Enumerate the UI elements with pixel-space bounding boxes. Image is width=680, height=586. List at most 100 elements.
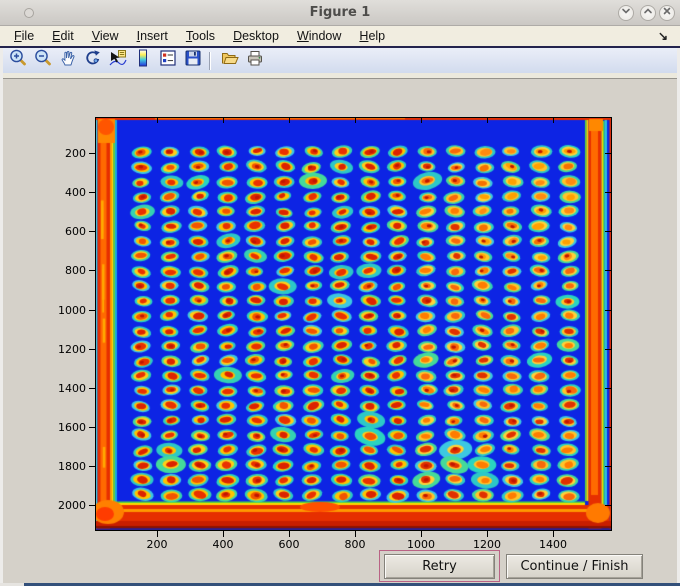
zoom-out-tool[interactable] [30, 48, 55, 73]
titlebar[interactable]: Figure 1 [0, 0, 680, 26]
axis-tick [487, 531, 488, 537]
legend-tool[interactable] [155, 50, 180, 72]
axis-tick [355, 118, 356, 123]
window-border-bottom [0, 583, 680, 586]
y-tick-label: 1400 [58, 382, 86, 395]
print-icon [245, 48, 265, 73]
menu-item-view[interactable]: View [91, 29, 119, 43]
data-cursor-tool[interactable] [105, 50, 130, 72]
axis-tick [605, 427, 611, 428]
x-tick-label: 1000 [407, 538, 435, 551]
continue-finish-button[interactable]: Continue / Finish [506, 554, 643, 579]
minimize-button[interactable] [618, 5, 634, 21]
axis-tick [553, 118, 554, 123]
axis-tick [289, 531, 290, 537]
axis-tick [89, 388, 95, 389]
legend-icon [158, 48, 178, 73]
axis-tick [605, 505, 611, 506]
y-tick-label: 1800 [58, 460, 86, 473]
toolbar-separator [209, 51, 211, 70]
menu-item-file[interactable]: File [14, 29, 35, 43]
axis-tick [223, 118, 224, 123]
x-tick-label: 600 [278, 538, 300, 551]
window-border-left [0, 48, 3, 583]
window-border-right [677, 48, 680, 583]
figure-canvas-area: 200 400 600 800 1000 1200 1400 200 400 600 800 1000… [0, 80, 680, 583]
menu-item-desktop[interactable]: Desktop [233, 29, 279, 43]
x-tick-label: 1200 [473, 538, 501, 551]
y-tick-label: 1000 [58, 304, 86, 317]
axis-tick [89, 153, 95, 154]
axis-tick [421, 118, 422, 123]
y-tick-label: 1200 [58, 343, 86, 356]
toolbar [0, 48, 680, 73]
colorbar-tool[interactable] [130, 48, 155, 73]
pan-tool[interactable] [55, 50, 80, 72]
axis-tick [605, 466, 611, 467]
zoom-out-icon [33, 48, 53, 73]
focus-ring [379, 550, 500, 582]
axis-tick [89, 231, 95, 232]
chevron-up-icon [641, 4, 655, 23]
axis-tick [605, 349, 611, 350]
axis-tick [223, 531, 224, 537]
y-tick-label: 600 [65, 225, 86, 238]
axis-tick [553, 531, 554, 537]
axis-tick [157, 118, 158, 123]
menu-item-help[interactable]: Help [359, 29, 386, 43]
colorbar-icon [133, 48, 153, 73]
x-tick-label: 1400 [539, 538, 567, 551]
axis-tick [89, 427, 95, 428]
retry-button[interactable]: Retry [384, 554, 495, 579]
y-tick-label: 400 [65, 186, 86, 199]
x-tick-label: 400 [212, 538, 234, 551]
zoom-in-icon [8, 48, 28, 73]
save-tool[interactable] [180, 50, 205, 72]
menu-item-insert[interactable]: Insert [136, 29, 168, 43]
axis-tick [289, 118, 290, 123]
axis-tick [605, 388, 611, 389]
open-folder-tool[interactable] [217, 50, 242, 72]
axis-tick [487, 118, 488, 123]
zoom-in-tool[interactable] [5, 48, 30, 73]
maximize-button[interactable] [640, 5, 656, 21]
dock-figure-icon[interactable]: ↘ [657, 29, 668, 43]
axis-tick [89, 310, 95, 311]
axis-tick [89, 466, 95, 467]
axis-tick [89, 192, 95, 193]
y-tick-label: 2000 [58, 499, 86, 512]
y-tick-label: 800 [65, 264, 86, 277]
x-tick-label: 800 [344, 538, 366, 551]
axis-tick [355, 531, 356, 537]
rotate-3d-tool[interactable] [80, 50, 105, 72]
axis-tick [89, 505, 95, 506]
axis-tick [605, 192, 611, 193]
data-cursor-icon [108, 48, 128, 73]
axis-tick [605, 231, 611, 232]
axis-tick [605, 310, 611, 311]
menu-item-edit[interactable]: Edit [52, 29, 74, 43]
axis-tick [605, 270, 611, 271]
window-menu-icon[interactable] [24, 8, 34, 18]
menubar: File Edit View Insert Tools Desktop Window Help… [0, 26, 680, 48]
y-tick-label: 200 [65, 147, 86, 160]
plot-image[interactable] [95, 117, 612, 531]
menu-item-tools[interactable]: Tools [185, 29, 216, 43]
print-tool[interactable] [242, 50, 267, 72]
axis-tick [421, 531, 422, 537]
axis-tick [157, 531, 158, 537]
axis-tick [605, 153, 611, 154]
rotate-3d-icon [83, 48, 103, 73]
menu-items: File Edit View Insert Tools Desktop Window Help [5, 27, 394, 45]
toolbar-lower-strip [0, 73, 680, 79]
menu-item-window[interactable]: Window [296, 29, 342, 43]
axis-tick [89, 270, 95, 271]
chevron-down-icon [619, 4, 633, 23]
pan-icon [58, 48, 78, 73]
axis-tick [89, 349, 95, 350]
y-tick-label: 1600 [58, 421, 86, 434]
save-icon [183, 48, 203, 73]
window-title: Figure 1 [309, 5, 371, 20]
close-button[interactable] [659, 5, 675, 21]
